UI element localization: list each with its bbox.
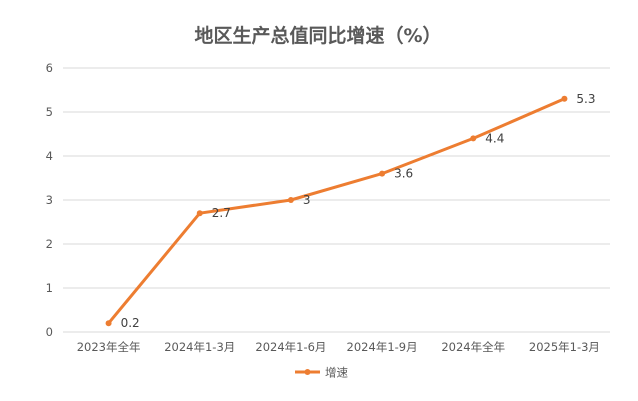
legend: 增速	[295, 366, 348, 380]
x-tick-label: 2024年1-9月	[347, 340, 418, 354]
data-point	[287, 197, 294, 203]
data-label: 3.6	[394, 167, 413, 181]
data-point	[561, 95, 568, 102]
data-label: 0.2	[121, 316, 140, 330]
data-label: 3	[303, 193, 311, 207]
y-tick-label: 4	[46, 149, 53, 163]
data-point	[105, 320, 112, 327]
data-point	[196, 210, 203, 217]
gridlines	[63, 67, 610, 333]
x-tick-label: 2023年全年	[77, 340, 141, 354]
series-layer	[105, 95, 568, 327]
legend-entry-label: 增速	[325, 366, 348, 380]
series-line-0	[107, 97, 566, 325]
x-tick-label: 2024年1-6月	[255, 340, 326, 354]
data-labels: 0.2 2.7 3 3.6 4.4 5.3	[121, 92, 596, 330]
y-tick-label: 6	[46, 61, 53, 75]
data-point	[379, 170, 386, 177]
data-label: 2.7	[212, 206, 231, 220]
legend-marker-icon	[304, 369, 311, 375]
data-label: 5.3	[576, 92, 595, 106]
x-tick-label: 2025年1-3月	[529, 340, 600, 354]
chart-title: 地区生产总值同比增速（%）	[194, 24, 441, 47]
x-axis-ticks: 2023年全年 2024年1-3月 2024年1-6月 2024年1-9月 2024年全…	[77, 340, 600, 354]
x-tick-label: 2024年1-3月	[164, 340, 235, 354]
y-tick-label: 5	[46, 105, 53, 119]
data-label: 4.4	[485, 131, 504, 145]
y-tick-label: 0	[46, 325, 53, 339]
y-tick-label: 3	[46, 193, 53, 207]
y-tick-label: 2	[46, 237, 53, 251]
y-tick-label: 1	[46, 281, 53, 295]
y-axis-ticks: 0 1 2 3 4 5 6	[46, 61, 53, 339]
x-tick-label: 2024年全年	[441, 340, 505, 354]
data-point	[470, 135, 477, 142]
